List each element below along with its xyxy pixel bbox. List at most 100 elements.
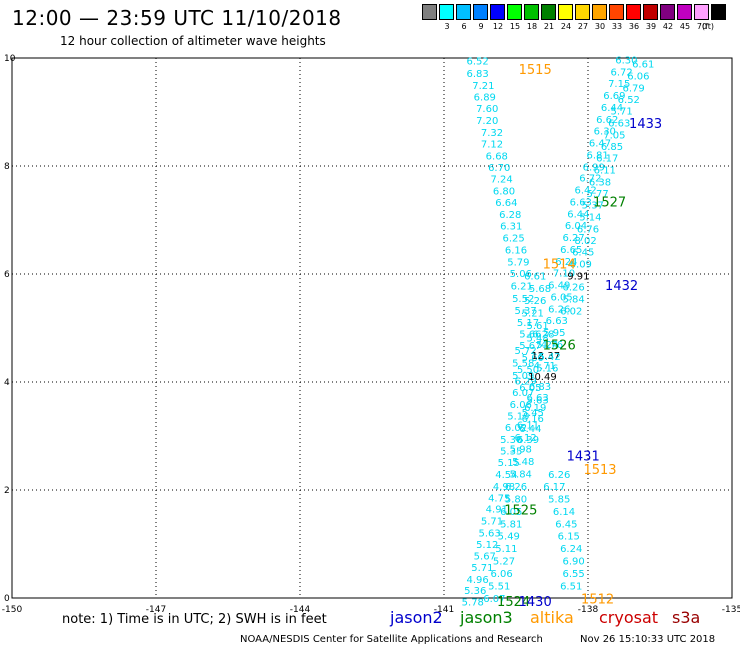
wave-height-value: 6.16 bbox=[505, 245, 527, 256]
scale-label: 45 bbox=[679, 22, 691, 31]
wave-height-value: 6.99 bbox=[583, 162, 605, 173]
wave-height-value: 5.35 bbox=[500, 446, 522, 457]
scale-label: 36 bbox=[628, 22, 640, 31]
wave-height-value: 5.27 bbox=[493, 557, 515, 568]
wave-height-value: 6.85 bbox=[601, 142, 623, 153]
wave-height-value: 6.04 bbox=[565, 221, 587, 232]
wave-height-value: 5.45 bbox=[522, 408, 544, 419]
wave-height-value: 5.12 bbox=[476, 540, 498, 551]
wave-height-value: 5.61 bbox=[526, 321, 548, 332]
wave-height-value: 6.07 bbox=[512, 388, 534, 399]
wave-height-value: 6.38 bbox=[589, 177, 611, 188]
y-tick-label: 2 bbox=[4, 486, 10, 496]
x-tick-label: -144 bbox=[290, 605, 311, 612]
scale-swatch bbox=[609, 4, 624, 20]
wave-height-value: 6.26 bbox=[562, 283, 584, 294]
wave-height-value: 6.29 bbox=[514, 377, 536, 388]
x-tick-label: -135 bbox=[722, 605, 740, 612]
wave-height-value: 6.62 bbox=[596, 115, 618, 126]
wave-height-value: 6.81 bbox=[586, 150, 608, 161]
scale-label: 39 bbox=[645, 22, 657, 31]
x-tick-label: -138 bbox=[578, 605, 599, 612]
wave-height-value: 5.68 bbox=[529, 284, 551, 295]
wave-height-value: 6.45 bbox=[555, 519, 577, 530]
wave-height-value: 5.63 bbox=[526, 396, 548, 407]
y-tick-label: 6 bbox=[4, 270, 10, 280]
scale-swatch bbox=[626, 4, 641, 20]
wave-height-value: 5.81 bbox=[500, 519, 522, 530]
pass-time-label: 1524 bbox=[497, 595, 530, 610]
wave-height-value: 5.19 bbox=[507, 411, 529, 422]
scale-label: 30 bbox=[594, 22, 606, 31]
footer-timestamp: Nov 26 15:10:33 UTC 2018 bbox=[580, 634, 716, 645]
wave-height-value: 5.11 bbox=[495, 544, 517, 555]
wave-height-value: 5.52 bbox=[512, 294, 534, 305]
pass-time-label: 1513 bbox=[583, 463, 616, 478]
wave-height-value: 6.07 bbox=[483, 594, 505, 605]
wave-height-value: 6.90 bbox=[562, 557, 584, 568]
wave-height-value: 5.16 bbox=[536, 364, 558, 375]
scale-label: 24 bbox=[560, 22, 572, 31]
scale-swatch bbox=[711, 4, 726, 20]
wave-height-value: 6.24 bbox=[555, 257, 577, 268]
pass-time-label: 1526 bbox=[543, 339, 576, 354]
pass-time-label: 1515 bbox=[519, 63, 552, 78]
scale-swatch bbox=[507, 4, 522, 20]
chart-title: 12:00 — 23:59 UTC 11/10/2018 bbox=[12, 6, 342, 30]
scale-swatch bbox=[677, 4, 692, 20]
scale-swatch bbox=[592, 4, 607, 20]
wave-height-value: 5.09 bbox=[512, 371, 534, 382]
wave-height-value: 6.61 bbox=[524, 271, 546, 282]
wave-height-value: 5.71 bbox=[610, 107, 632, 118]
wave-height-value: 5.26 bbox=[524, 296, 546, 307]
wave-height-value: 6.80 bbox=[493, 187, 515, 198]
scale-label: 3 bbox=[444, 22, 450, 31]
wave-height-value: 5.60 bbox=[522, 353, 544, 364]
wave-height-value: 6.28 bbox=[499, 210, 521, 221]
scale-label: 6 bbox=[461, 22, 467, 31]
wave-height-value: 5.17 bbox=[517, 318, 539, 329]
wave-height-value: 6.52 bbox=[618, 95, 640, 106]
wave-height-value: 9.91 bbox=[567, 271, 589, 282]
wave-height-value: 6.65 bbox=[560, 245, 582, 256]
wave-height-value: 5.21 bbox=[522, 309, 544, 320]
scale-label: 42 bbox=[662, 22, 674, 31]
wave-height-value: 7.05 bbox=[603, 130, 625, 141]
wave-height-value: 6.61 bbox=[632, 60, 654, 71]
scale-swatch bbox=[575, 4, 590, 20]
wave-height-value: 6.42 bbox=[574, 186, 596, 197]
wave-height-value: 5.80 bbox=[505, 494, 527, 505]
wave-height-value: 6.44 bbox=[567, 209, 589, 220]
wave-height-value: 4.76 bbox=[541, 340, 563, 351]
wave-height-value: 6.31 bbox=[500, 222, 522, 233]
wave-height-value: 6.05 bbox=[500, 507, 522, 518]
wave-height-value: 6.63 bbox=[570, 197, 592, 208]
wave-height-value: 6.19 bbox=[524, 403, 546, 414]
satellite-legend-altika: altika bbox=[530, 608, 574, 627]
wave-height-value: 6.63 bbox=[546, 316, 568, 327]
scale-label: 9 bbox=[478, 22, 484, 31]
wave-height-value: 4.91 bbox=[486, 505, 508, 516]
scale-swatch bbox=[490, 4, 505, 20]
wave-height-value: 5.24 bbox=[536, 340, 558, 351]
wave-height-value: 5.48 bbox=[512, 457, 534, 468]
wave-height-value: 6.06 bbox=[490, 569, 512, 580]
satellite-legend-jason2: jason2 bbox=[390, 608, 443, 627]
wave-height-value: 6.21 bbox=[511, 282, 533, 293]
pass-time-label: 1525 bbox=[504, 503, 537, 518]
wave-height-value: 6.47 bbox=[589, 139, 611, 150]
scale-label: 21 bbox=[543, 22, 555, 31]
scale-swatch bbox=[541, 4, 556, 20]
wave-height-value: 6.39 bbox=[517, 435, 539, 446]
wave-height-value: 7.24 bbox=[490, 175, 512, 186]
wave-height-value: 6.06 bbox=[627, 72, 649, 83]
wave-height-value: 5.06 bbox=[510, 269, 532, 280]
wave-height-value: 5.49 bbox=[498, 532, 520, 543]
wave-height-value: 6.70 bbox=[488, 163, 510, 174]
wave-height-value: 5.51 bbox=[488, 581, 510, 592]
wave-height-value: 6.72 bbox=[579, 174, 601, 185]
y-tick-label: 0 bbox=[4, 594, 10, 604]
wave-height-value: 6.25 bbox=[502, 234, 524, 245]
wave-height-value: 6.79 bbox=[622, 83, 644, 94]
wave-height-value: 6.76 bbox=[577, 224, 599, 235]
